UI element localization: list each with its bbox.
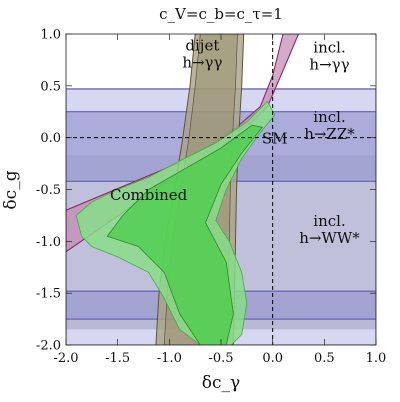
label-hgg_incl-line-0: incl. xyxy=(313,39,345,57)
y-tick-label: 0.5 xyxy=(40,79,61,94)
label-combined-line-0: Combined xyxy=(110,186,188,204)
combined-inner xyxy=(106,124,264,345)
y-tick-label: -1.0 xyxy=(36,235,61,250)
chart-title: c_V=c_b=c_τ=1 xyxy=(159,5,283,23)
x-tick-label: 0.5 xyxy=(314,351,335,366)
plot-regions xyxy=(66,34,376,345)
x-tick-label: -1.5 xyxy=(105,351,130,366)
label-hzz: incl. h→ZZ* xyxy=(304,108,355,143)
y-tick-label: 0.0 xyxy=(40,131,61,146)
x-axis-label: δc_γ xyxy=(202,373,240,393)
x-tick-label: -1.0 xyxy=(157,351,182,366)
label-hww: incl. h→WW* xyxy=(299,212,360,247)
y-tick-label: -1.5 xyxy=(36,287,61,302)
label-hgg_incl-line-1: h→γγ xyxy=(309,56,349,74)
label-hzz-line-0: incl. xyxy=(313,108,345,126)
y-axis: -2.0 -1.5 -1.0 -0.5 0.0 0.5 1.0 xyxy=(36,28,376,354)
sm-label: SM xyxy=(262,130,288,148)
x-tick-label: 0.0 xyxy=(262,351,283,366)
y-tick-label: -2.0 xyxy=(36,339,61,354)
y-tick-label: 1.0 xyxy=(40,28,61,43)
x-tick-label: 1.0 xyxy=(366,351,387,366)
label-hww-line-1: h→WW* xyxy=(299,229,360,247)
label-hgg_incl: incl. h→γγ xyxy=(309,39,349,74)
label-combined: Combined xyxy=(110,186,188,204)
label-hgg_dijet-line-1: h→γγ xyxy=(182,54,222,72)
label-hgg_dijet-line-0: dijet xyxy=(185,37,219,55)
x-tick-label: -2.0 xyxy=(53,351,78,366)
y-axis-label: δc_g xyxy=(1,170,21,209)
label-hgg_dijet: dijet h→γγ xyxy=(182,37,222,72)
x-axis: -2.0 -1.5 -1.0 -0.5 0.0 0.5 1.0 xyxy=(53,34,386,366)
y-tick-label: -0.5 xyxy=(36,183,61,198)
label-hzz-line-1: h→ZZ* xyxy=(304,125,355,143)
x-tick-label: -0.5 xyxy=(208,351,233,366)
reference-lines xyxy=(66,34,376,345)
label-hww-line-0: incl. xyxy=(313,212,345,230)
